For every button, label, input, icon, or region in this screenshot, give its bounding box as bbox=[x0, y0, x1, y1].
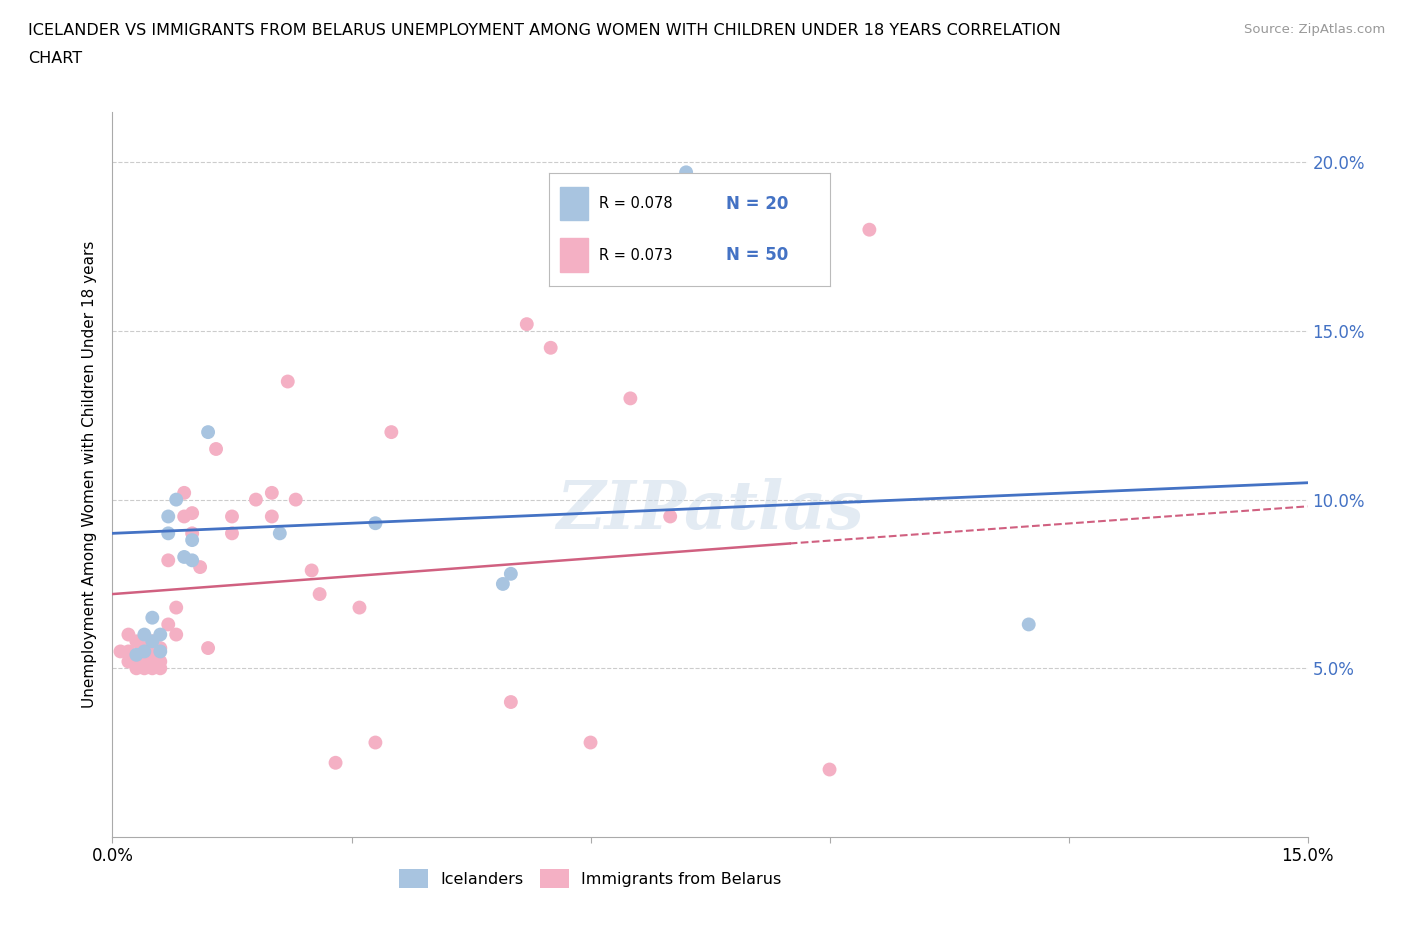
Point bbox=[284, 492, 307, 507]
Point bbox=[619, 391, 641, 405]
Point bbox=[141, 661, 163, 676]
Point bbox=[149, 661, 172, 676]
Point bbox=[157, 617, 180, 631]
Point bbox=[173, 485, 195, 500]
Point bbox=[165, 627, 187, 642]
Point bbox=[540, 340, 562, 355]
Point bbox=[165, 600, 187, 615]
Point bbox=[499, 695, 522, 710]
Point bbox=[149, 641, 172, 656]
Point bbox=[499, 566, 522, 581]
Point bbox=[125, 634, 148, 649]
Point bbox=[659, 509, 682, 524]
Point bbox=[157, 525, 180, 540]
Point bbox=[197, 641, 219, 656]
Point bbox=[181, 506, 204, 521]
Legend: Icelanders, Immigrants from Belarus: Icelanders, Immigrants from Belarus bbox=[392, 863, 789, 895]
Point bbox=[380, 425, 402, 440]
Point bbox=[181, 553, 204, 568]
Point bbox=[141, 651, 163, 666]
Point bbox=[110, 644, 132, 658]
Point bbox=[738, 222, 761, 237]
Point bbox=[308, 587, 330, 602]
Point bbox=[125, 661, 148, 676]
Point bbox=[173, 550, 195, 565]
Point bbox=[277, 374, 299, 389]
Point bbox=[134, 641, 156, 656]
Point bbox=[134, 644, 156, 658]
Point bbox=[149, 644, 172, 658]
Point bbox=[221, 509, 243, 524]
Point bbox=[579, 735, 602, 750]
Point bbox=[675, 165, 697, 179]
Point bbox=[173, 509, 195, 524]
Text: ICELANDER VS IMMIGRANTS FROM BELARUS UNEMPLOYMENT AMONG WOMEN WITH CHILDREN UNDE: ICELANDER VS IMMIGRANTS FROM BELARUS UNE… bbox=[28, 23, 1062, 38]
Point bbox=[188, 560, 211, 575]
Point bbox=[245, 492, 267, 507]
Point bbox=[181, 533, 204, 548]
Point bbox=[181, 525, 204, 540]
Point bbox=[141, 634, 163, 649]
Point bbox=[818, 762, 841, 777]
Point bbox=[149, 654, 172, 669]
Point bbox=[492, 577, 515, 591]
Point bbox=[858, 222, 880, 237]
Point bbox=[364, 516, 387, 531]
Text: CHART: CHART bbox=[28, 51, 82, 66]
Point bbox=[134, 661, 156, 676]
Point bbox=[134, 627, 156, 642]
Point bbox=[516, 317, 538, 332]
Point bbox=[117, 644, 139, 658]
Point bbox=[269, 525, 291, 540]
Point bbox=[117, 654, 139, 669]
Point bbox=[141, 634, 163, 649]
Point bbox=[157, 553, 180, 568]
Point bbox=[117, 627, 139, 642]
Point bbox=[134, 651, 156, 666]
Point bbox=[125, 647, 148, 662]
Text: Source: ZipAtlas.com: Source: ZipAtlas.com bbox=[1244, 23, 1385, 36]
Point bbox=[165, 492, 187, 507]
Point bbox=[260, 485, 283, 500]
Point bbox=[325, 755, 347, 770]
Point bbox=[125, 651, 148, 666]
Point bbox=[301, 563, 323, 578]
Point bbox=[141, 610, 163, 625]
Point bbox=[364, 735, 387, 750]
Point bbox=[205, 442, 228, 457]
Text: ZIPatlas: ZIPatlas bbox=[557, 478, 863, 543]
Y-axis label: Unemployment Among Women with Children Under 18 years: Unemployment Among Women with Children U… bbox=[82, 241, 97, 708]
Point bbox=[1018, 617, 1040, 631]
Point bbox=[197, 425, 219, 440]
Point bbox=[157, 509, 180, 524]
Point bbox=[141, 644, 163, 658]
Point bbox=[260, 509, 283, 524]
Point bbox=[221, 525, 243, 540]
Point bbox=[349, 600, 371, 615]
Point bbox=[149, 627, 172, 642]
